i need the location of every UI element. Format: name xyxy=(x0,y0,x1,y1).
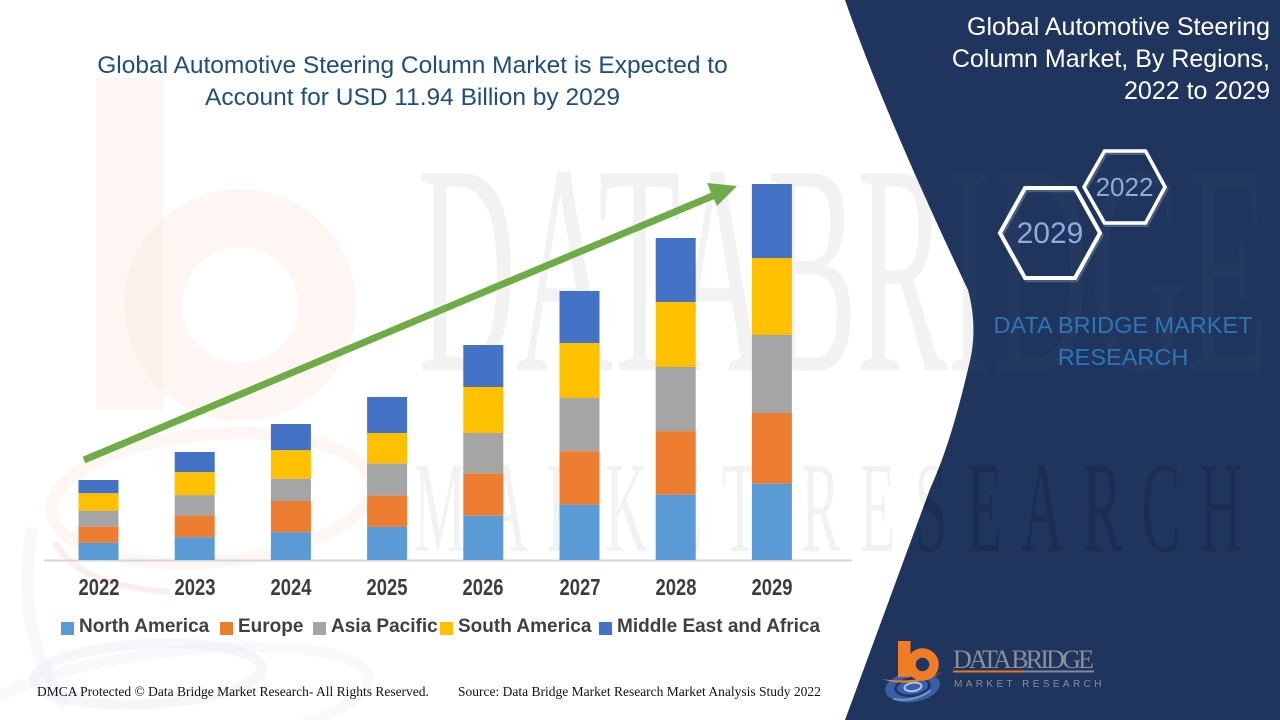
svg-text:DATA BRIDGE: DATA BRIDGE xyxy=(953,645,1094,674)
svg-text:2022: 2022 xyxy=(1096,172,1154,202)
svg-text:2029: 2029 xyxy=(1017,217,1084,250)
svg-text:MARKET RESEARCH: MARKET RESEARCH xyxy=(954,679,1105,690)
